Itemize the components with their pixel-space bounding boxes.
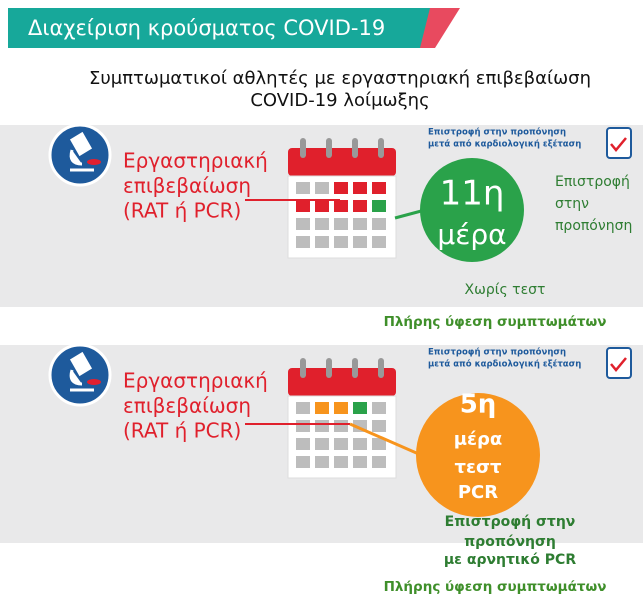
calendar-day xyxy=(334,402,348,414)
calendar-ring xyxy=(352,138,358,158)
calendar-day xyxy=(334,420,348,432)
calendar-day xyxy=(372,236,386,248)
subtitle: COVID-19 λοίμωξης xyxy=(250,90,429,111)
calendar-ring xyxy=(378,358,384,378)
calendar-day xyxy=(296,456,310,468)
footer-text: Πλήρης ύφεση συμπτωμάτων xyxy=(384,579,607,595)
microscope-dish xyxy=(87,379,101,385)
calendar-day xyxy=(296,218,310,230)
calendar-day xyxy=(334,236,348,248)
footer-text: Πλήρης ύφεση συμπτωμάτων xyxy=(384,314,607,330)
calendar-day xyxy=(334,438,348,450)
calendar-day xyxy=(353,402,367,414)
circle-text: 5η xyxy=(460,390,497,420)
confirmation-text: (RAT ή PCR) xyxy=(123,199,241,223)
calendar-ring xyxy=(300,138,306,158)
subtitle: Συμπτωματικοί αθλητές με εργαστηριακή επ… xyxy=(89,68,591,89)
clipboard-icon xyxy=(607,348,631,378)
cardio-note: Επιστροφή στην προπόνηση xyxy=(428,347,566,358)
calendar-ring xyxy=(378,138,384,158)
circle-text: μέρα xyxy=(437,218,506,251)
calendar-ring xyxy=(326,358,332,378)
calendar-day xyxy=(372,200,386,212)
return-text: Επιστροφή xyxy=(555,174,630,190)
return-text: στην xyxy=(555,196,589,212)
confirmation-text: επιβεβαίωση xyxy=(123,394,251,418)
calendar-day xyxy=(353,200,367,212)
infographic: Διαχείριση κρούσματος COVID-19 Συμπτωματ… xyxy=(0,0,643,599)
cardio-note: μετά από καρδιολογική εξέταση xyxy=(428,359,581,370)
return-text: προπόνηση xyxy=(555,218,632,234)
calendar-day xyxy=(296,420,310,432)
circle-text: μέρα xyxy=(454,429,503,450)
calendar-day xyxy=(315,438,329,450)
calendar-ring xyxy=(352,358,358,378)
cardio-note: μετά από καρδιολογική εξέταση xyxy=(428,139,581,150)
calendar-day xyxy=(353,182,367,194)
calendar-day xyxy=(372,420,386,432)
calendar-ring xyxy=(300,358,306,378)
calendar-day xyxy=(334,456,348,468)
calendar-day xyxy=(315,236,329,248)
calendar-day xyxy=(296,438,310,450)
calendar-day xyxy=(315,456,329,468)
calendar-day xyxy=(315,182,329,194)
calendar-day xyxy=(315,200,329,212)
cardio-note: Επιστροφή στην προπόνηση xyxy=(428,127,566,138)
confirmation-text: επιβεβαίωση xyxy=(123,174,251,198)
calendar-day xyxy=(315,420,329,432)
return-text: με αρνητικό PCR xyxy=(444,552,576,568)
microscope-dish xyxy=(87,159,101,165)
return-text: προπόνηση xyxy=(464,534,556,550)
calendar-day xyxy=(334,200,348,212)
header-title: Διαχείριση κρούσματος COVID-19 xyxy=(28,16,385,40)
calendar-day xyxy=(315,402,329,414)
calendar-day xyxy=(296,200,310,212)
confirmation-text: Εργαστηριακή xyxy=(123,369,268,393)
calendar-day xyxy=(296,182,310,194)
calendar-day xyxy=(334,218,348,230)
calendar-day xyxy=(372,182,386,194)
calendar-day xyxy=(353,456,367,468)
calendar-day xyxy=(372,456,386,468)
calendar-day xyxy=(353,236,367,248)
calendar-day xyxy=(334,182,348,194)
circle-text: 11η xyxy=(440,174,505,214)
circle-text: τεστ xyxy=(454,457,502,478)
calendar-day xyxy=(372,402,386,414)
note: Χωρίς τεστ xyxy=(465,282,546,298)
calendar-day xyxy=(296,236,310,248)
calendar-day xyxy=(353,438,367,450)
calendar-day xyxy=(353,218,367,230)
return-text: Επιστροφή στην xyxy=(445,514,576,530)
calendar-day xyxy=(315,218,329,230)
calendar-day xyxy=(372,218,386,230)
confirmation-text: Εργαστηριακή xyxy=(123,149,268,173)
clipboard-icon xyxy=(607,128,631,158)
confirmation-text: (RAT ή PCR) xyxy=(123,419,241,443)
calendar-day xyxy=(296,402,310,414)
circle-text: PCR xyxy=(458,482,498,503)
calendar-ring xyxy=(326,138,332,158)
